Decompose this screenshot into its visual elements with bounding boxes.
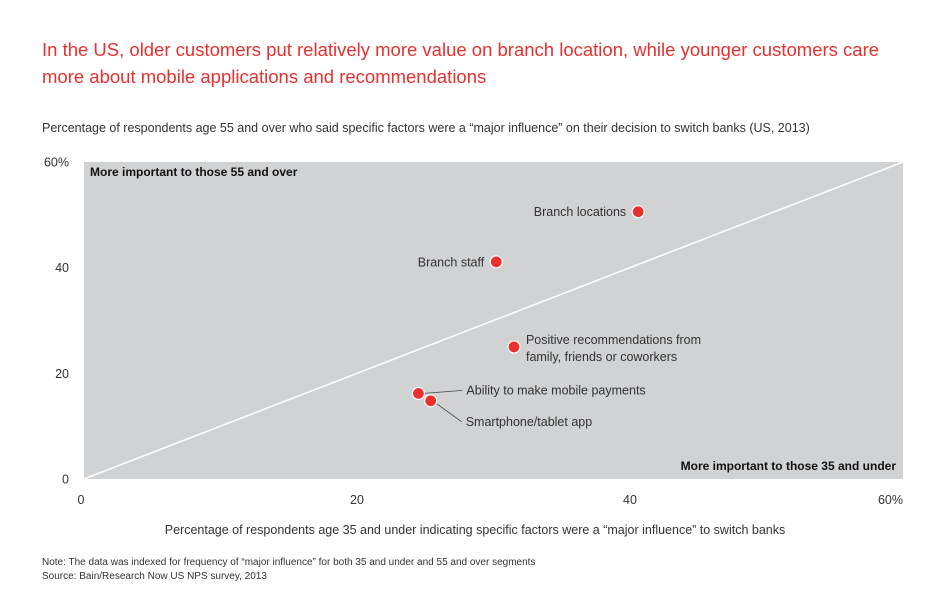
point-label: family, friends or coworkers bbox=[526, 350, 677, 364]
chart-subtitle: Percentage of respondents age 55 and ove… bbox=[42, 121, 810, 135]
data-point bbox=[631, 205, 645, 219]
x-tick-label: 20 bbox=[350, 493, 364, 507]
leader-line bbox=[436, 403, 462, 423]
y-tick-label: 0 bbox=[62, 473, 69, 487]
y-tick-label: 40 bbox=[55, 261, 69, 275]
point-label: Branch locations bbox=[534, 205, 626, 219]
region-label-lower-right: More important to those 35 and under bbox=[681, 459, 897, 473]
y-tick-label: 20 bbox=[55, 367, 69, 381]
data-point bbox=[507, 340, 521, 354]
x-tick-label: 40 bbox=[623, 493, 637, 507]
note-text: Note: The data was indexed for frequency… bbox=[42, 557, 536, 568]
region-label-upper-left: More important to those 55 and over bbox=[90, 165, 298, 179]
data-point bbox=[424, 394, 438, 408]
x-axis-label: Percentage of respondents age 35 and und… bbox=[164, 523, 786, 537]
point-label: Branch staff bbox=[418, 255, 485, 269]
point-label: Ability to make mobile payments bbox=[466, 383, 645, 397]
data-point bbox=[489, 255, 503, 269]
point-label: Smartphone/tablet app bbox=[466, 415, 593, 429]
y-tick-label: 60% bbox=[44, 156, 69, 170]
source-text: Source: Bain/Research Now US NPS survey,… bbox=[42, 571, 267, 582]
chart-title: In the US, older customers put relativel… bbox=[42, 39, 880, 87]
diagonal-line bbox=[83, 161, 904, 480]
x-tick-label: 0 bbox=[78, 493, 85, 507]
leader-line bbox=[424, 390, 463, 394]
point-label: Positive recommendations from bbox=[526, 333, 701, 347]
data-point bbox=[411, 386, 426, 401]
footnote: Note: The data was indexed for frequency… bbox=[42, 556, 535, 584]
x-tick-label: 60% bbox=[878, 493, 903, 507]
